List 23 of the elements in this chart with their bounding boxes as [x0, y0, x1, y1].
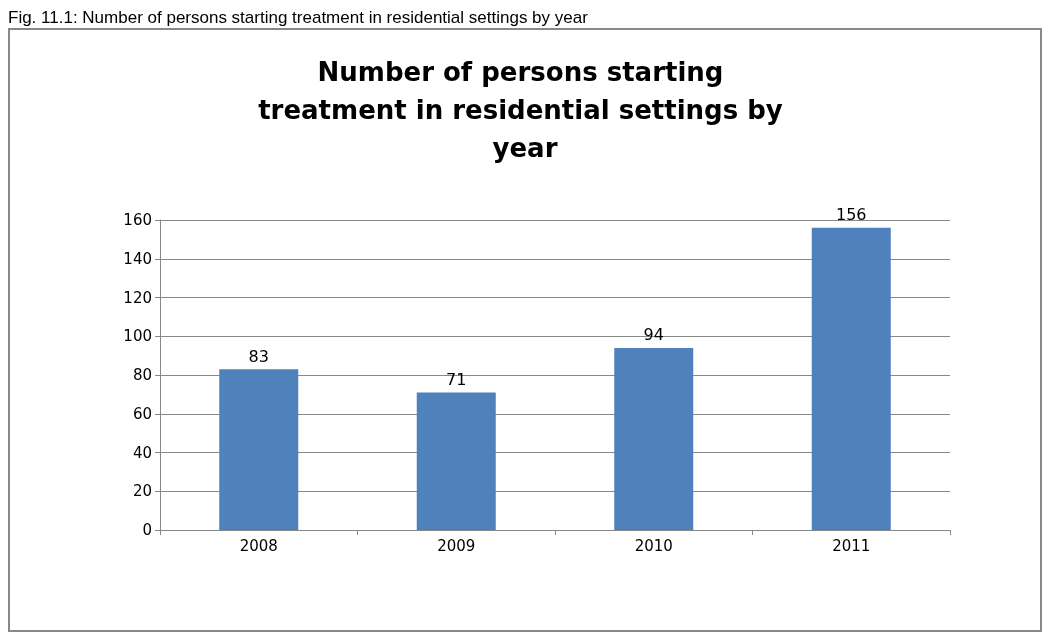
bar	[416, 392, 496, 530]
data-label: 83	[248, 346, 269, 366]
y-tick-label: 80	[132, 366, 152, 384]
caption: Fig. 11.1: Number of persons starting treatment in residential settings by year	[8, 8, 589, 28]
chart-title: Number of persons starting treatment in residential settings by year	[258, 57, 792, 163]
y-tick-label: 20	[132, 482, 152, 501]
bar	[614, 347, 694, 530]
x-tick-label: 2010	[634, 536, 673, 555]
y-tick-label: 140	[123, 249, 152, 268]
data-label: 156	[835, 205, 867, 225]
bar	[811, 227, 891, 530]
y-tick-label: 160	[123, 211, 152, 229]
data-label: 94	[643, 325, 664, 345]
y-tick-label: 0	[142, 521, 152, 539]
data-label: 71	[446, 369, 467, 389]
x-tick-label: 2011	[832, 536, 871, 555]
x-tick-label: 2009	[437, 536, 476, 555]
y-tick-label: 40	[132, 443, 152, 462]
y-tick-label: 100	[123, 327, 152, 346]
y-tick-label: 120	[123, 288, 152, 307]
bar	[219, 369, 299, 530]
y-tick-label: 60	[132, 404, 152, 423]
x-tick-label: 2008	[239, 536, 278, 555]
